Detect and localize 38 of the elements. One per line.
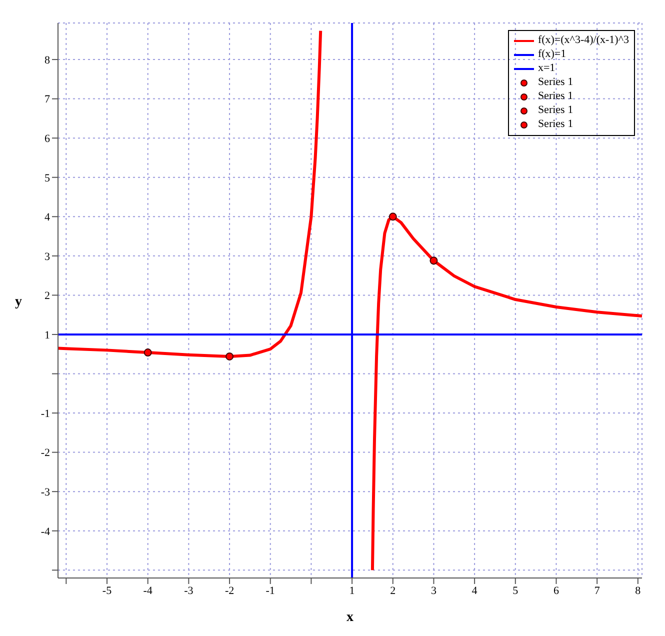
point <box>144 348 152 357</box>
x-tick-label: -4 <box>143 584 153 597</box>
legend-label: f(x)=(x^3-4)/(x-1)^3 <box>538 34 629 47</box>
x-tick-label: 1 <box>349 584 355 597</box>
x-tick-label: 5 <box>512 584 519 597</box>
x-tick-label: 3 <box>430 584 437 597</box>
legend-label: Series 1 <box>538 76 574 89</box>
x-tick-label: 7 <box>594 584 600 597</box>
legend-label: f(x)=1 <box>538 48 566 61</box>
y-tick-label: 6 <box>44 132 50 145</box>
x-tick-label: -1 <box>266 584 275 597</box>
y-tick-label: 8 <box>44 54 50 66</box>
point <box>226 352 234 360</box>
y-tick-label: -4 <box>40 526 50 538</box>
y-tick-label: 3 <box>44 250 50 263</box>
x-tick-label: 2 <box>390 584 396 597</box>
y-tick-label: -2 <box>40 447 50 460</box>
x-tick-label: 4 <box>472 584 478 597</box>
point <box>430 256 438 265</box>
x-axis-title: x <box>346 610 354 625</box>
x-tick-label: 8 <box>635 584 642 597</box>
legend-label: Series 1 <box>538 118 574 131</box>
y-tick-label: 1 <box>44 329 50 342</box>
y-tick-label: 2 <box>44 290 50 302</box>
y-tick-label: -3 <box>40 486 50 498</box>
legend-label: x=1 <box>538 62 556 75</box>
x-tick-label: -5 <box>102 584 112 597</box>
x-tick-label: -3 <box>184 584 194 597</box>
y-axis-title: y <box>15 294 22 310</box>
y-tick-label: 7 <box>44 94 50 106</box>
y-tick-label: 5 <box>44 172 50 184</box>
legend-label: Series 1 <box>538 90 574 103</box>
y-tick-label: -1 <box>40 408 50 420</box>
x-tick-label: 6 <box>553 584 560 597</box>
x-tick-label: -2 <box>224 584 234 597</box>
legend-label: Series 1 <box>538 104 574 117</box>
point <box>388 212 397 221</box>
y-tick-label: 4 <box>44 212 50 224</box>
